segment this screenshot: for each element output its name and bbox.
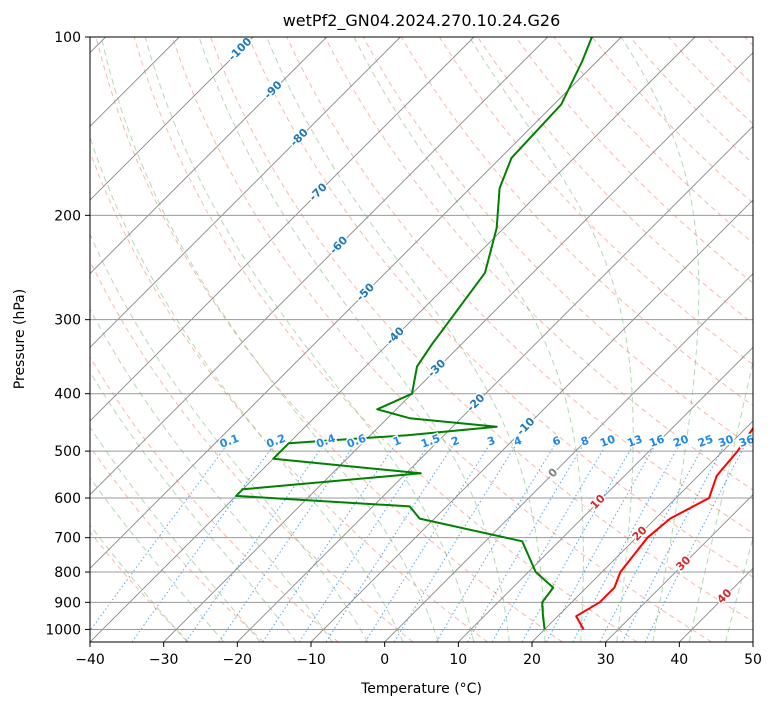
mixing-ratio-line	[521, 440, 637, 642]
x-tick-label: 40	[670, 652, 688, 668]
mixing-ratio-line	[491, 440, 609, 642]
dry-adiabat	[248, 37, 753, 578]
y-tick-label: 700	[54, 531, 81, 547]
y-tick-label: 500	[54, 444, 81, 460]
mixing-ratio-line	[435, 440, 558, 642]
y-tick-label: 100	[54, 30, 81, 46]
x-tick-label: 0	[380, 652, 389, 668]
isotherm-line	[90, 37, 327, 275]
profile-lines	[235, 37, 753, 630]
isotherm-line	[384, 273, 753, 642]
x-tick-label: −10	[296, 652, 326, 668]
y-tick-label: 600	[54, 491, 81, 507]
background-lines	[90, 37, 753, 642]
moist-adiabat	[725, 536, 753, 642]
isotherm-line	[531, 420, 753, 642]
dry-adiabat	[133, 37, 638, 642]
moist-adiabat	[620, 37, 700, 642]
dry-adiabat	[171, 37, 712, 642]
moist-adiabat	[100, 37, 439, 642]
mixing-ratio-line	[298, 440, 432, 642]
mixing-ratio-line	[325, 440, 457, 642]
dry-adiabat	[90, 356, 339, 642]
mixing-ratio-line	[467, 440, 587, 642]
y-tick-label: 1000	[45, 622, 81, 638]
isotherm-line	[310, 199, 753, 642]
moist-adiabat	[353, 37, 584, 642]
dry-adiabat	[90, 445, 264, 642]
x-tick-label: 20	[523, 652, 541, 668]
mixing-ratio-line	[131, 440, 278, 642]
moist-adiabat	[688, 358, 753, 642]
x-tick-label: 10	[449, 652, 467, 668]
mixing-ratio-line	[90, 440, 231, 632]
dry-adiabat	[90, 150, 488, 642]
y-tick-label: 200	[54, 208, 81, 224]
y-tick-label: 300	[54, 313, 81, 329]
dry-adiabat	[515, 37, 753, 284]
isotherm-line	[90, 37, 548, 496]
dry-adiabat	[400, 37, 753, 407]
mixing-ratio-line	[364, 440, 493, 642]
moist-adiabat	[144, 37, 475, 642]
mixing-ratio-label: 36	[737, 432, 756, 450]
isotherm-line	[90, 37, 254, 201]
isotherm-line	[237, 125, 753, 642]
isotherm-line	[90, 37, 475, 422]
isotherm-line	[90, 37, 401, 348]
isotherm-line	[90, 37, 622, 569]
chart-title: wetPf2_GN04.2024.270.10.24.G26	[283, 11, 561, 31]
isotherm-line	[163, 52, 753, 642]
mixing-ratio-line	[572, 440, 683, 642]
dry-adiabat	[210, 37, 753, 623]
moist-adiabat	[90, 476, 225, 642]
moist-adiabat	[90, 135, 404, 642]
dry-adiabat	[95, 37, 563, 642]
mixing-ratio-line	[545, 440, 659, 642]
x-tick-label: 50	[744, 652, 762, 668]
profile-line-1	[575, 426, 753, 630]
dry-adiabat	[90, 531, 190, 642]
isotherm-line	[605, 494, 753, 642]
profile-line-2	[235, 37, 593, 630]
mixing-ratio-line	[262, 440, 399, 642]
x-tick-label: −30	[149, 652, 179, 668]
x-tick-label: −20	[223, 652, 253, 668]
y-tick-label: 800	[54, 565, 81, 581]
plot-frame	[89, 36, 754, 643]
isotherm-line	[90, 37, 696, 642]
y-tick-label: 400	[54, 387, 81, 403]
mixing-ratio-line	[644, 440, 748, 642]
mixing-ratio-line	[185, 440, 328, 642]
moist-adiabat	[90, 524, 188, 642]
moist-adiabat	[90, 232, 369, 642]
y-tick-label: 900	[54, 595, 81, 611]
moist-adiabat	[198, 37, 510, 642]
y-axis-label: Pressure (hPa)	[12, 289, 28, 389]
axes: −40 −30 −20 −10 0 10 20 30 40 50 100 200 300 400 500 60…	[45, 30, 762, 668]
x-tick-label: 30	[597, 652, 615, 668]
x-tick-label: −40	[75, 652, 105, 668]
x-axis-label: Temperature (°C)	[360, 681, 482, 697]
dry-adiabat	[438, 37, 753, 366]
isotherm-line	[458, 346, 753, 642]
